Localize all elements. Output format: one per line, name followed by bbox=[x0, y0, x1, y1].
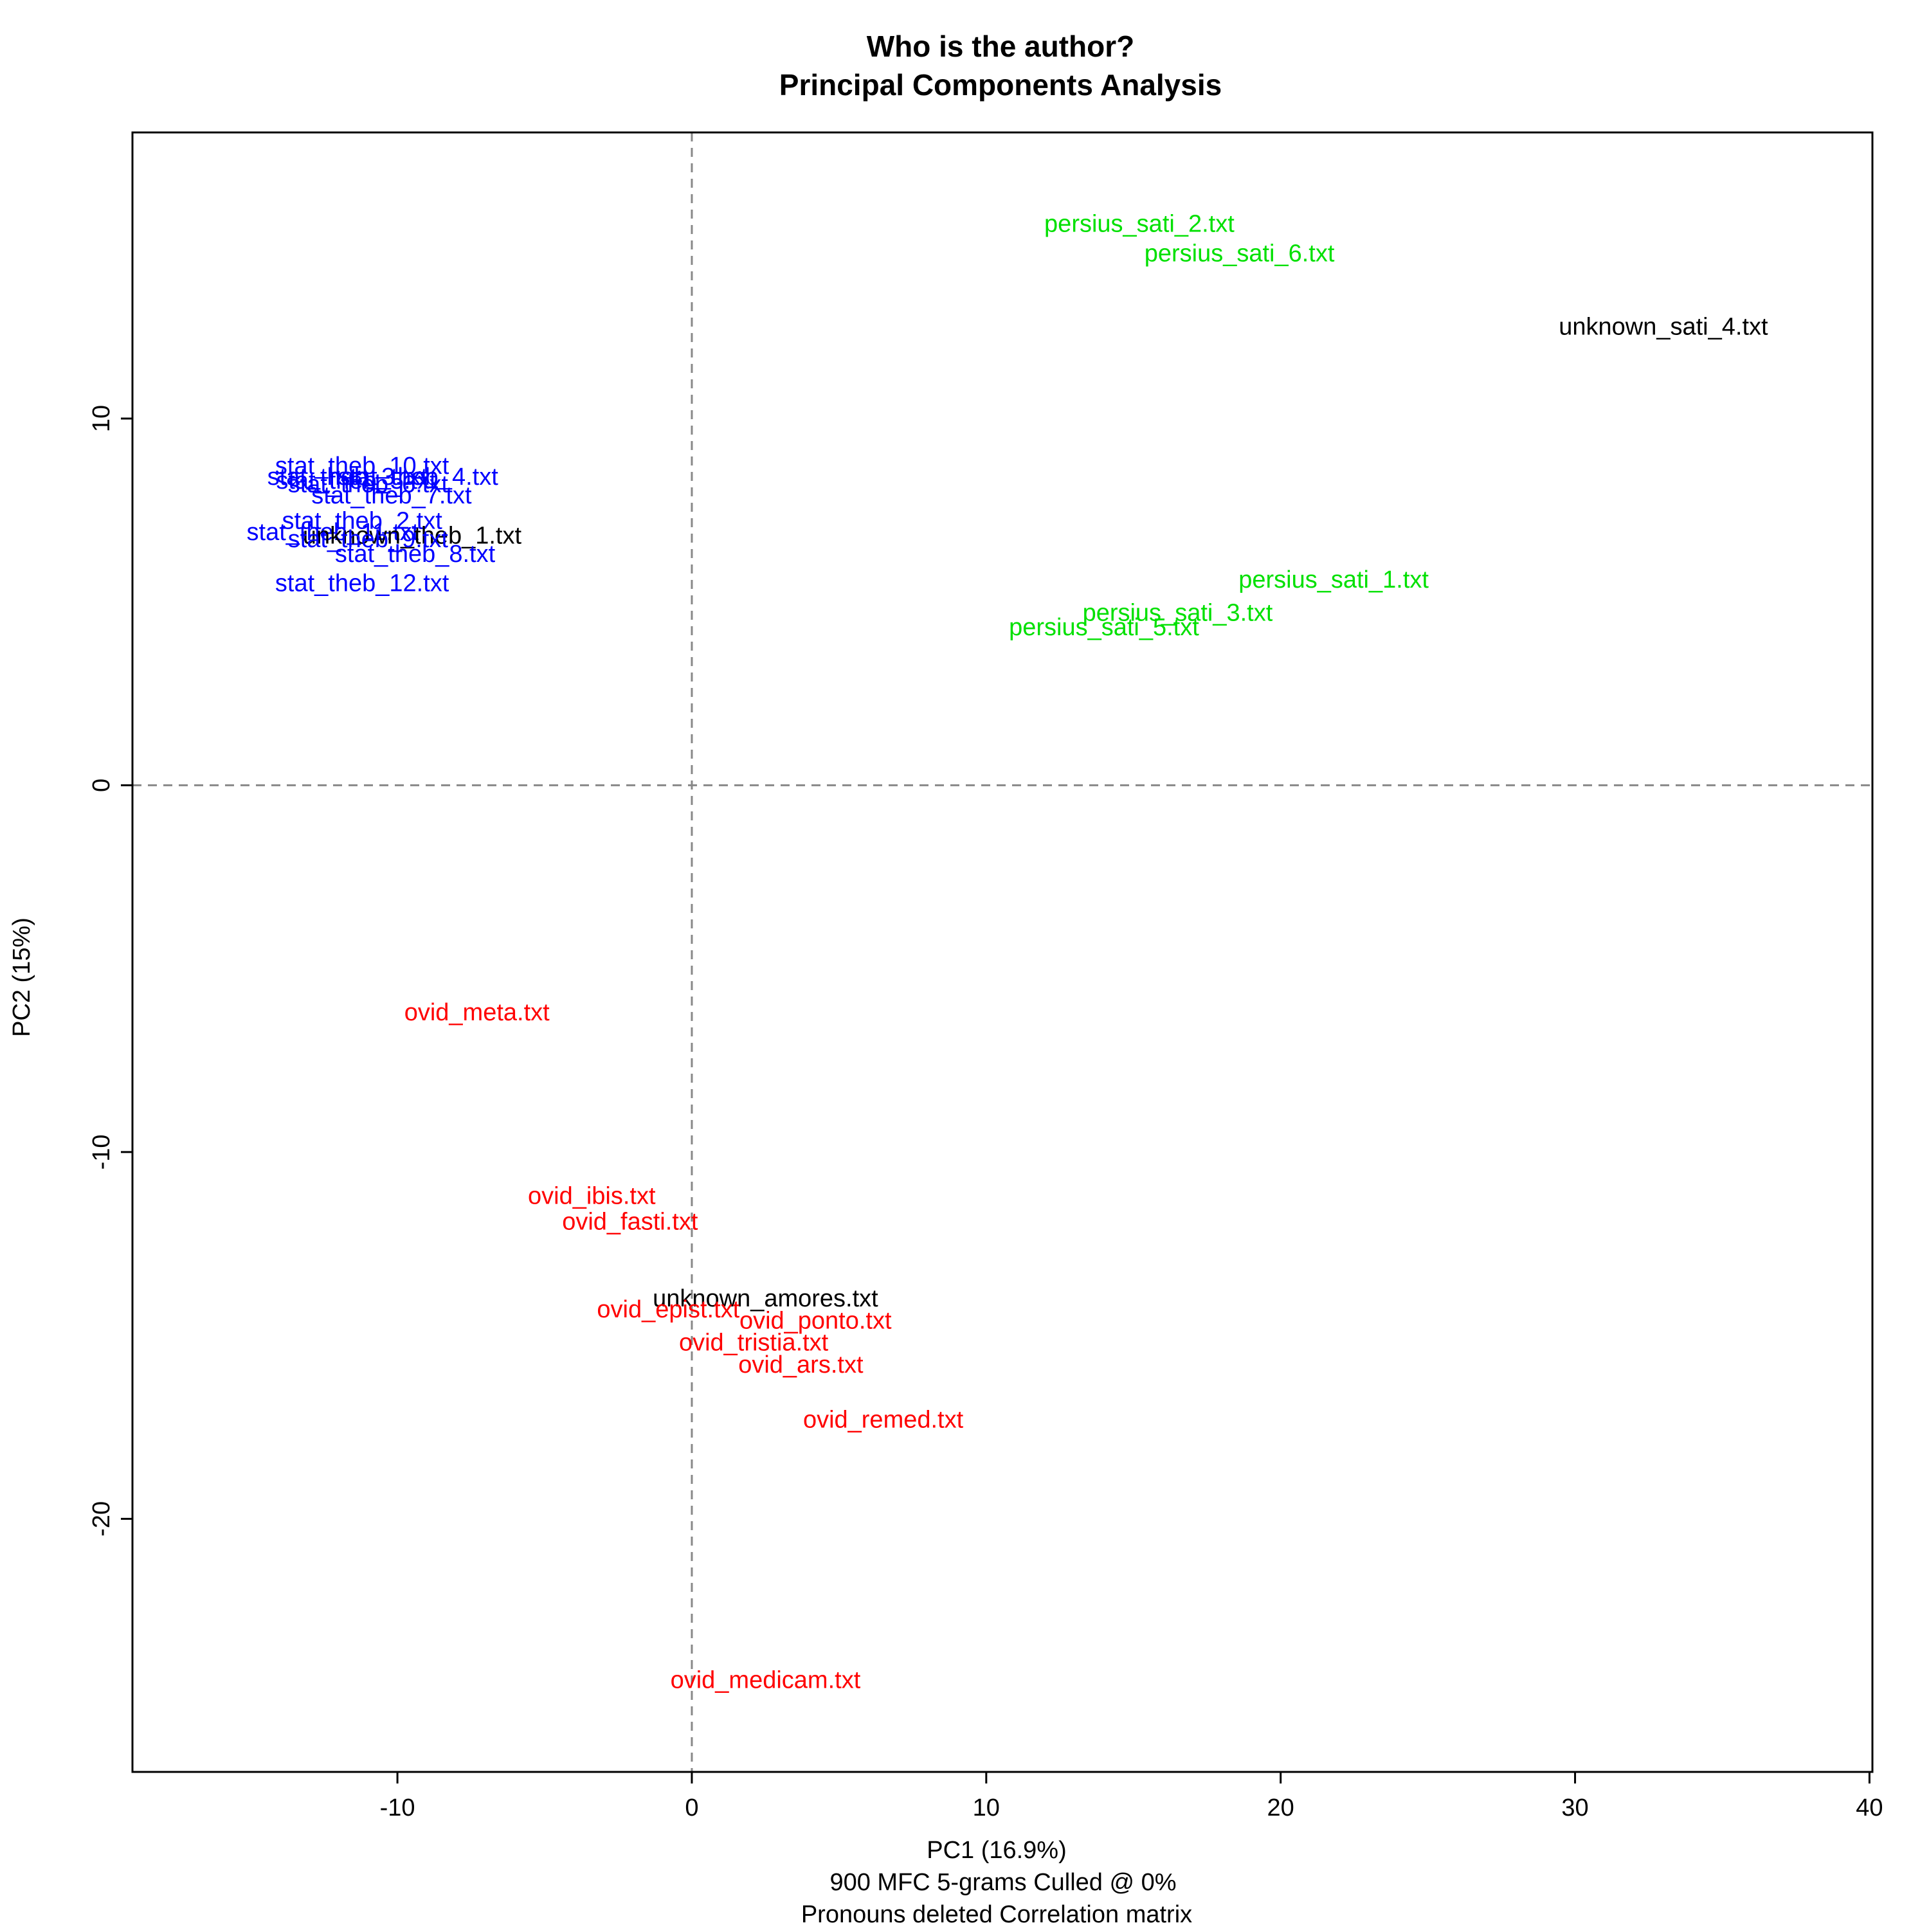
point-label-stat: stat_theb_7.txt bbox=[311, 482, 472, 509]
point-label-ovid: ovid_epist.txt bbox=[597, 1296, 739, 1323]
reference-lines bbox=[132, 132, 1872, 1772]
x-tick-label: 20 bbox=[1267, 1794, 1294, 1821]
point-label-unknown: unknown_theb_1.txt bbox=[303, 523, 522, 550]
x-tick-label: 10 bbox=[973, 1794, 1000, 1821]
x-tick-label: 0 bbox=[685, 1794, 698, 1821]
point-label-unknown: unknown_amores.txt bbox=[653, 1285, 878, 1312]
y-tick-label: -20 bbox=[88, 1501, 115, 1537]
y-tick-label: -10 bbox=[88, 1134, 115, 1169]
point-label-stat: stat_theb_10.txt bbox=[275, 453, 449, 480]
point-label-ovid: ovid_remed.txt bbox=[803, 1406, 964, 1433]
point-label-ovid: ovid_tristia.txt bbox=[679, 1330, 829, 1357]
chart-subtitle: Principal Components Analysis bbox=[779, 68, 1222, 102]
point-label-stat: stat_theb_2.txt bbox=[282, 508, 442, 535]
chart-title: Who is the author? bbox=[867, 30, 1135, 63]
x-tick-label: 40 bbox=[1856, 1794, 1883, 1821]
y-axis-title: PC2 (15%) bbox=[8, 917, 35, 1037]
point-label-unknown: unknown_sati_4.txt bbox=[1559, 313, 1768, 340]
point-label-ovid: ovid_fasti.txt bbox=[562, 1208, 698, 1235]
point-label-stat: stat_theb_5.txt bbox=[276, 467, 437, 494]
point-label-stat: stat_theb_6.txt bbox=[288, 471, 449, 498]
point-label-stat: stat_theb_12.txt bbox=[275, 570, 449, 597]
y-tick-label: 10 bbox=[88, 405, 115, 432]
point-label-ovid: ovid_meta.txt bbox=[404, 999, 550, 1026]
point-label-persius: persius_sati_5.txt bbox=[1009, 614, 1199, 641]
point-label-stat: stat_theb_9.txt bbox=[288, 526, 449, 553]
point-label-stat: stat_theb_4.txt bbox=[338, 464, 498, 491]
point-label-persius: persius_sati_2.txt bbox=[1044, 211, 1235, 238]
x-axis-title: PC1 (16.9%) bbox=[927, 1837, 1067, 1864]
point-label-persius: persius_sati_6.txt bbox=[1145, 240, 1335, 267]
point-label-stat: stat_theb_8.txt bbox=[335, 541, 496, 568]
y-axis: -20 -10 0 10 bbox=[88, 405, 134, 1537]
point-label-persius: persius_sati_3.txt bbox=[1083, 599, 1273, 626]
x-tick-label: 30 bbox=[1561, 1794, 1588, 1821]
data-point-labels: persius_sati_2.txtpersius_sati_6.txtunkn… bbox=[247, 211, 1768, 1694]
y-tick-label: 0 bbox=[88, 779, 115, 792]
x-axis: -10 0 10 20 30 40 bbox=[380, 1771, 1883, 1821]
caption-line-2: Pronouns deleted Correlation matrix bbox=[801, 1901, 1192, 1928]
x-tick-label: -10 bbox=[380, 1794, 415, 1821]
point-label-persius: persius_sati_1.txt bbox=[1238, 566, 1429, 593]
point-label-stat: stat_theb_11.txt bbox=[247, 519, 419, 546]
point-label-ovid: ovid_ibis.txt bbox=[528, 1182, 656, 1209]
point-label-ovid: ovid_ponto.txt bbox=[739, 1307, 892, 1334]
point-label-ovid: ovid_medicam.txt bbox=[671, 1666, 861, 1693]
point-label-ovid: ovid_ars.txt bbox=[738, 1351, 864, 1378]
point-label-stat: stat_theb_3.txt bbox=[267, 464, 428, 491]
caption-line-1: 900 MFC 5-grams Culled @ 0% bbox=[829, 1869, 1176, 1896]
